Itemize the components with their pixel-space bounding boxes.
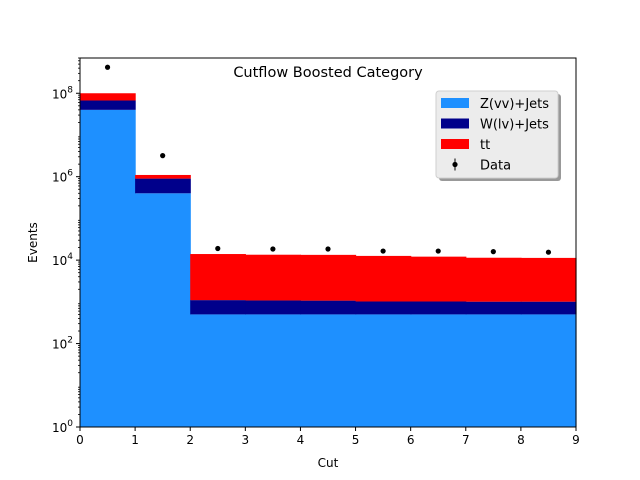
x-axis-ticks: 0 1 2 3 4 5 6 7 8 9 [76, 427, 580, 447]
x-tick-label: 5 [352, 433, 360, 447]
bar-w-lv-jets-bin-7 [465, 301, 522, 315]
x-tick-label: 3 [242, 433, 250, 447]
bar-tt-bin-6 [410, 256, 467, 302]
bar-w-lv-jets-bin-3 [245, 300, 302, 315]
y-axis-label: Events [26, 222, 40, 263]
bar-w-lv-jets-bin-6 [410, 301, 467, 315]
plot-frame [79, 57, 577, 428]
bar-w-lv-jets-bin-0 [80, 100, 136, 110]
x-tick-label: 4 [297, 433, 305, 447]
bar-w-lv-jets-bin-5 [355, 301, 412, 315]
x-tick-label: 0 [76, 433, 84, 447]
bar-w-lv-jets-bin-2 [190, 300, 246, 315]
bar-z-vv-jets-bin-2 [190, 314, 246, 427]
bar-z-vv-jets-bin-3 [245, 314, 302, 427]
legend-label: Data [480, 159, 511, 174]
y-tick-label: 100 [52, 419, 73, 435]
legend-box [435, 90, 559, 179]
bar-tt-bin-1 [135, 174, 191, 179]
bar-z-vv-jets-bin-0 [80, 109, 136, 427]
bar-tt-bin-3 [245, 254, 302, 301]
bar-w-lv-jets-bin-8 [520, 301, 577, 315]
x-tick-label: 2 [186, 433, 194, 447]
y-tick-label: 108 [52, 85, 73, 101]
legend-swatch [441, 98, 469, 108]
legend-marker [452, 161, 458, 168]
y-axis-ticks: 100 102 104 106 108 [52, 57, 80, 435]
data-point-5 [380, 248, 386, 254]
stacked-histogram [80, 93, 577, 427]
data-point-7 [490, 249, 496, 255]
legend: Z(vv)+Jets W(lv)+Jets tt Data [435, 90, 561, 181]
legend-label: Z(vv)+Jets [480, 97, 549, 112]
legend-label: tt [480, 138, 490, 153]
y-tick-label: 104 [52, 252, 73, 268]
y-tick-label: 106 [52, 169, 73, 185]
data-point-6 [435, 248, 441, 254]
bar-tt-bin-2 [190, 254, 246, 301]
x-tick-label: 8 [517, 433, 525, 447]
data-point-3 [270, 246, 276, 252]
x-tick-label: 9 [572, 433, 580, 447]
data-point-4 [325, 246, 331, 252]
bar-z-vv-jets-bin-7 [465, 314, 522, 427]
bar-z-vv-jets-bin-5 [355, 314, 412, 427]
data-points [104, 64, 552, 255]
x-tick-label: 7 [462, 433, 470, 447]
bar-tt-bin-4 [300, 254, 357, 301]
bar-tt-bin-5 [355, 255, 412, 302]
legend-label: W(lv)+Jets [480, 118, 549, 133]
bar-z-vv-jets-bin-6 [410, 314, 467, 427]
chart-title: Cutflow Boosted Category [233, 65, 423, 81]
bar-z-vv-jets-bin-1 [135, 193, 191, 427]
x-tick-label: 1 [131, 433, 139, 447]
x-tick-label: 6 [407, 433, 415, 447]
bar-tt-bin-7 [465, 257, 522, 302]
data-point-0 [104, 64, 111, 70]
x-axis-label: Cut [318, 456, 339, 470]
bar-tt-bin-0 [80, 93, 136, 101]
y-tick-label: 102 [52, 336, 73, 352]
data-point-8 [545, 249, 552, 255]
data-point-1 [160, 153, 166, 159]
legend-swatch [441, 118, 469, 129]
bar-z-vv-jets-bin-4 [300, 314, 357, 427]
legend-swatch [441, 139, 469, 149]
bar-z-vv-jets-bin-8 [520, 314, 577, 427]
bar-w-lv-jets-bin-1 [135, 178, 191, 194]
bar-tt-bin-8 [520, 257, 577, 302]
bar-w-lv-jets-bin-4 [300, 300, 357, 315]
data-point-2 [215, 245, 221, 252]
